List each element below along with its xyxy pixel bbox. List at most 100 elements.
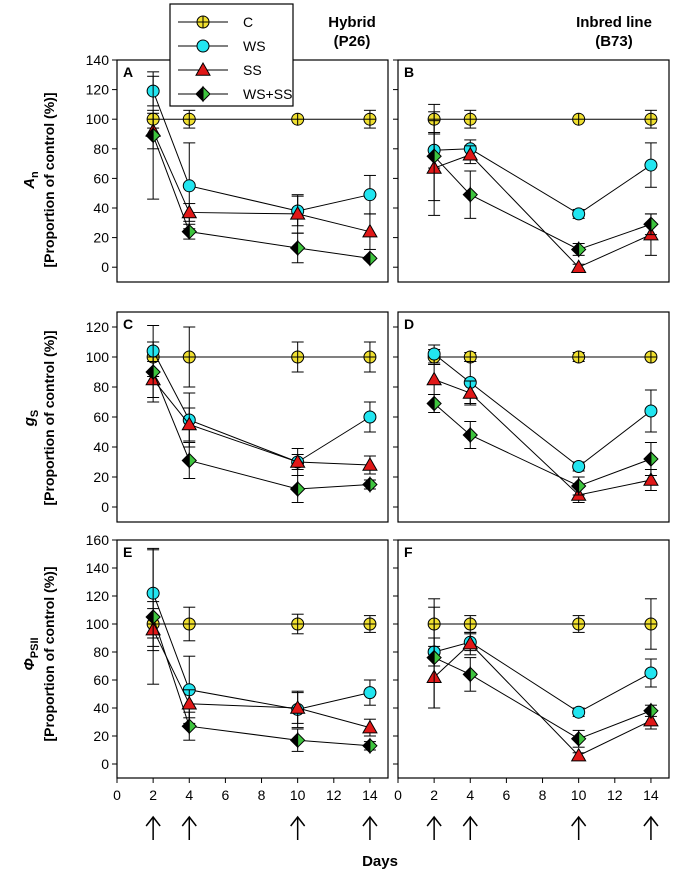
data-point-right-half xyxy=(433,649,442,666)
data-point xyxy=(643,712,659,727)
data-point-left-half xyxy=(362,737,371,755)
panel-d-series-ss xyxy=(426,364,659,503)
svg-text:An: An xyxy=(21,171,41,190)
panel-a-ytick-label: 0 xyxy=(101,259,109,275)
panel-b-frame xyxy=(397,59,670,283)
panel-a-ytick-label: 100 xyxy=(86,111,110,127)
arrow-head xyxy=(181,815,197,827)
series-line xyxy=(152,616,370,747)
panel-b-letter: B xyxy=(404,64,414,80)
series-line xyxy=(152,629,371,729)
data-point xyxy=(644,404,658,418)
series-line xyxy=(152,371,370,490)
data-point xyxy=(644,617,658,631)
panel-f: F 0 2 4 6 8 10 12 14 xyxy=(393,539,670,803)
data-point xyxy=(362,250,378,267)
data-point-circle xyxy=(572,207,586,221)
series-line xyxy=(152,135,371,259)
data-point-triangle xyxy=(570,747,587,762)
data-point-left-half xyxy=(643,216,652,233)
data-point-right-half xyxy=(188,717,197,735)
data-point-left-half xyxy=(181,717,190,735)
legend-label-ws: WS xyxy=(243,38,266,54)
panel-e-xtick-label: 6 xyxy=(222,787,230,803)
arrow-up-icon xyxy=(462,815,478,840)
svg-text:gS: gS xyxy=(21,410,41,428)
data-point-left-half xyxy=(181,223,190,240)
data-point-right-half xyxy=(469,186,478,203)
row-label-gs: gS [Proportion of control (%)] xyxy=(21,331,57,506)
panel-d-series-c xyxy=(427,349,658,365)
arrow-up-icon xyxy=(362,815,378,840)
data-point xyxy=(181,717,197,735)
data-point-triangle xyxy=(181,416,198,431)
data-point-left-half xyxy=(570,241,580,258)
panel-c-series-c xyxy=(146,326,377,388)
panel-f-frame xyxy=(397,539,670,779)
arrow-up-icon xyxy=(290,815,306,840)
data-point xyxy=(570,241,587,258)
panel-f-xtick-label: 2 xyxy=(430,787,438,803)
data-point xyxy=(363,617,377,631)
series-line xyxy=(434,148,652,215)
arrow-head xyxy=(643,815,659,827)
data-point xyxy=(572,617,586,631)
legend-label-ws-ss: WS+SS xyxy=(243,86,292,102)
data-point xyxy=(291,350,305,364)
data-point-right-half xyxy=(578,477,587,495)
panel-e-xtick-label: 4 xyxy=(185,787,193,803)
data-point xyxy=(570,747,587,762)
data-point-circle xyxy=(644,404,658,418)
panel-d: D xyxy=(393,311,670,523)
row-label-gs-bracket: [Proportion of control (%)] xyxy=(41,331,57,506)
panel-f-letter: F xyxy=(404,544,413,560)
arrow-head xyxy=(290,815,306,827)
panel-f-series-ss xyxy=(426,631,659,762)
arrow-head xyxy=(462,815,478,827)
row-label-phipsii-sub: PSII xyxy=(29,637,41,658)
legend-marker-ss xyxy=(195,61,211,76)
data-point xyxy=(181,695,198,710)
panel-b-series-ss xyxy=(426,120,659,273)
panel-c-series-ws-ss xyxy=(145,341,378,503)
series-line xyxy=(433,379,652,496)
data-point xyxy=(463,112,477,126)
data-point-triangle xyxy=(643,712,659,727)
panel-e-ytick-label: 100 xyxy=(86,616,110,632)
data-point-circle xyxy=(572,705,586,719)
panel-a-series-c xyxy=(146,109,377,129)
data-point-circle xyxy=(363,686,377,700)
data-point-right-half xyxy=(152,127,161,144)
panel-c-ytick-label: 120 xyxy=(86,319,110,335)
panel-e-ytick-label: 160 xyxy=(86,532,110,548)
panel-c-ytick-label: 20 xyxy=(93,469,109,485)
data-point-left-half xyxy=(570,730,580,748)
panel-f-xtick-label: 4 xyxy=(466,787,474,803)
data-point xyxy=(363,410,377,424)
panel-e-ytick-label: 120 xyxy=(86,588,110,604)
data-point xyxy=(462,186,478,203)
series-line xyxy=(433,403,652,487)
data-point-right-half xyxy=(369,476,378,493)
data-point xyxy=(145,127,161,144)
data-point xyxy=(289,699,306,714)
data-point xyxy=(643,702,659,720)
data-point xyxy=(644,112,658,126)
data-point xyxy=(289,480,306,498)
panel-e-frame xyxy=(116,539,389,779)
data-point xyxy=(291,617,305,631)
data-point-right-half xyxy=(469,426,478,444)
panel-a-ytick-label: 120 xyxy=(86,82,110,98)
panel-f-series-ws xyxy=(427,633,658,719)
data-point xyxy=(362,737,378,755)
legend-marker-ws-ss xyxy=(195,85,211,103)
panel-b-series-ws-ss xyxy=(426,111,659,258)
data-point-triangle xyxy=(643,471,659,486)
data-point xyxy=(362,719,378,734)
data-point xyxy=(363,350,377,364)
panel-f-series-ws-ss xyxy=(426,606,659,748)
data-point xyxy=(182,617,196,631)
row-label-an-sub: n xyxy=(29,171,41,178)
panel-b-series-c xyxy=(427,103,658,135)
panel-e-series-ws-ss xyxy=(145,549,378,755)
